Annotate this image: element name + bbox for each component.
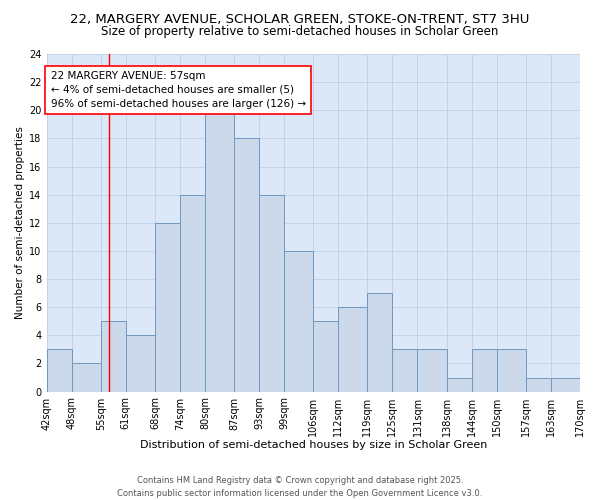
Y-axis label: Number of semi-detached properties: Number of semi-detached properties [15,126,25,319]
Text: 22 MARGERY AVENUE: 57sqm
← 4% of semi-detached houses are smaller (5)
96% of sem: 22 MARGERY AVENUE: 57sqm ← 4% of semi-de… [50,71,306,109]
Text: 22, MARGERY AVENUE, SCHOLAR GREEN, STOKE-ON-TRENT, ST7 3HU: 22, MARGERY AVENUE, SCHOLAR GREEN, STOKE… [70,12,530,26]
Bar [497,350,526,392]
Bar [205,110,234,392]
X-axis label: Distribution of semi-detached houses by size in Scholar Green: Distribution of semi-detached houses by … [140,440,487,450]
Bar [418,350,446,392]
Bar [446,378,472,392]
Bar [551,378,580,392]
Bar [126,336,155,392]
Bar [101,322,126,392]
Bar [259,194,284,392]
Bar [367,293,392,392]
Bar [526,378,551,392]
Bar [338,307,367,392]
Bar [155,223,180,392]
Bar [47,350,71,392]
Bar [234,138,259,392]
Bar [71,364,101,392]
Bar [472,350,497,392]
Bar [313,322,338,392]
Bar [284,251,313,392]
Bar [580,378,600,392]
Bar [180,194,205,392]
Text: Size of property relative to semi-detached houses in Scholar Green: Size of property relative to semi-detach… [101,25,499,38]
Bar [392,350,418,392]
Text: Contains HM Land Registry data © Crown copyright and database right 2025.
Contai: Contains HM Land Registry data © Crown c… [118,476,482,498]
